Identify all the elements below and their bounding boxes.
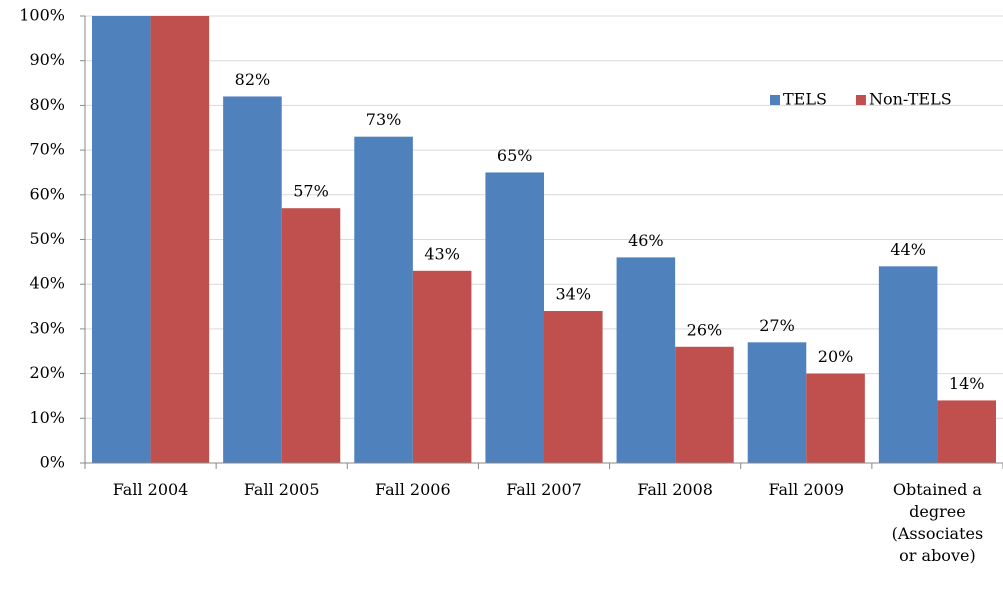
- legend-label: TELS: [783, 90, 827, 109]
- bar: [544, 311, 603, 463]
- y-tick-label: 20%: [29, 363, 65, 382]
- bar: [412, 270, 472, 463]
- data-label: 44%: [890, 240, 926, 259]
- data-label: 46%: [628, 231, 664, 250]
- bar: [92, 16, 151, 463]
- y-tick-label: 0%: [40, 453, 65, 472]
- bar: [675, 346, 734, 463]
- data-label: 43%: [424, 244, 460, 263]
- y-tick-label: 70%: [29, 140, 65, 159]
- bar: [937, 400, 996, 463]
- y-tick-label: 30%: [29, 318, 65, 337]
- bar: [223, 96, 282, 464]
- bar: [485, 172, 544, 463]
- bar: [354, 136, 413, 463]
- y-tick-label: 90%: [29, 50, 65, 69]
- data-label: 27%: [759, 316, 795, 335]
- x-tick-label: Fall 2004: [112, 480, 189, 499]
- bar: [878, 266, 938, 463]
- data-label: 34%: [556, 285, 592, 304]
- bar: [616, 257, 676, 463]
- x-tick-label: Fall 2009: [768, 480, 845, 499]
- data-label: 26%: [687, 320, 723, 339]
- y-tick-label: 60%: [29, 184, 65, 203]
- legend-label: Non-TELS: [869, 90, 952, 109]
- x-tick-label: Fall 2005: [243, 480, 320, 499]
- bar: [806, 373, 865, 463]
- x-tick-label: Obtained a degree (Associates or above): [891, 480, 984, 565]
- legend-swatch: [855, 95, 866, 105]
- x-tick-label: Fall 2007: [506, 480, 582, 499]
- x-tick-label: Fall 2008: [637, 480, 713, 499]
- bar: [747, 342, 807, 463]
- bar: [281, 208, 341, 463]
- data-label: 20%: [818, 347, 854, 366]
- y-tick-label: 10%: [29, 408, 65, 427]
- y-tick-label: 40%: [29, 274, 65, 293]
- bar: [150, 16, 210, 463]
- data-label: 14%: [949, 374, 985, 393]
- y-tick-label: 80%: [29, 95, 65, 114]
- data-label: 65%: [497, 146, 533, 165]
- y-tick-label: 100%: [19, 6, 65, 25]
- data-label: 57%: [293, 182, 329, 201]
- data-label: 82%: [235, 70, 271, 89]
- y-tick-label: 50%: [29, 229, 65, 248]
- legend-swatch: [770, 95, 780, 105]
- data-label: 73%: [366, 110, 402, 129]
- x-tick-label: Fall 2006: [375, 480, 451, 499]
